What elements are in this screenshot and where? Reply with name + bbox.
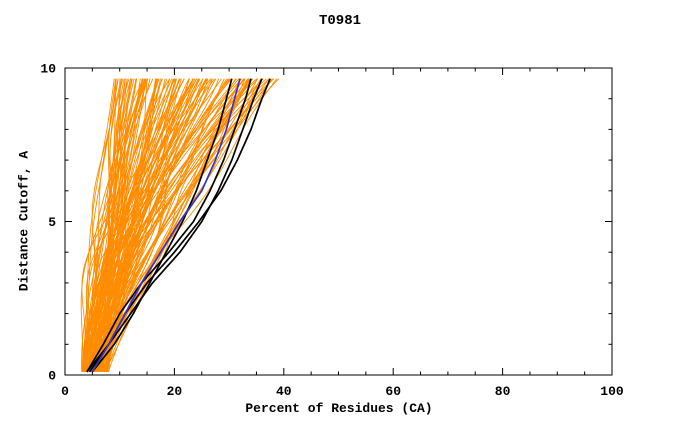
ensemble-curve [85,78,130,372]
ensemble-curve [106,78,124,372]
model-blue [91,78,241,373]
x-tick-label: 20 [167,384,183,399]
ensemble-curve [103,78,196,372]
ensemble-curve [89,78,119,372]
x-tick-label: 0 [61,384,69,399]
x-axis-label: Percent of Residues (CA) [245,401,433,416]
ensemble-curve [88,78,216,372]
ensemble-curve [103,78,274,372]
ensemble-curve [87,78,185,372]
ensemble-curve [81,78,144,372]
axis-tick-labels: 0 20 40 60 80 100 0 5 10 [40,62,624,400]
y-tick-label: 0 [48,369,56,384]
x-tick-label: 40 [276,384,292,399]
ensemble-curve [92,78,259,372]
ensemble-curve [105,78,157,373]
ensemble-curve [99,78,182,372]
model-curves [86,78,271,373]
model-black-1 [86,78,252,373]
x-tick-label: 60 [385,384,401,399]
ensemble-curve [101,78,227,372]
ensemble-curve [86,78,159,372]
model-black-4 [91,78,233,373]
y-tick-label: 10 [40,62,56,77]
ensemble-curve [99,78,132,372]
ensemble-curve [94,78,225,373]
model-black-2 [88,78,263,373]
ensemble-curve [83,78,273,373]
ensemble-curve [107,78,249,373]
y-axis-label: Distance Cutoff, A [16,150,32,292]
ensemble-curve [98,78,163,372]
ensemble-curve [100,78,144,372]
chart-title: T0981 [318,13,361,29]
x-tick-label: 100 [600,384,624,399]
axis-ticks [64,67,613,376]
ensemble-curve [94,78,121,372]
ensemble-curve [82,78,115,372]
x-tick-label: 80 [495,384,511,399]
ensemble-curves [80,78,280,373]
ensemble-curve [91,78,222,372]
y-tick-label: 5 [48,215,56,230]
ensemble-curve [87,78,137,372]
ensemble-curve [100,78,237,372]
